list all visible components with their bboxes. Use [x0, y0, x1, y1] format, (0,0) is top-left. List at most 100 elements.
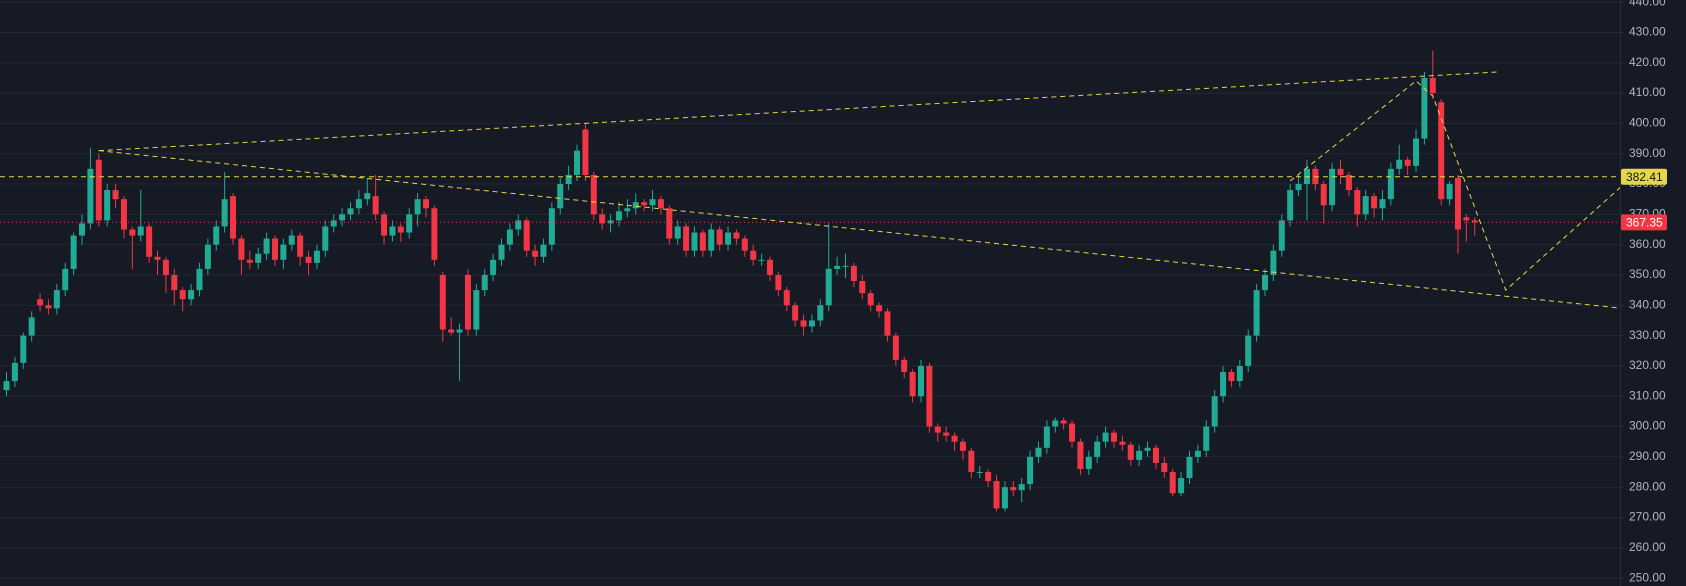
- candle-body: [179, 290, 186, 300]
- candle-body: [951, 435, 958, 442]
- candle-body: [1186, 456, 1193, 479]
- candle-body: [339, 214, 346, 221]
- candle-body: [171, 274, 178, 291]
- candle-body: [1027, 456, 1034, 485]
- candle-body: [330, 220, 337, 227]
- candle-body: [1421, 77, 1428, 139]
- price-axis: 250.00 260.00 270.00 280.00 290.00 300.00 310.…: [1620, 0, 1667, 584]
- candle-body: [1102, 432, 1109, 442]
- candle-body: [62, 268, 69, 291]
- candle-body: [238, 238, 245, 260]
- candle-body: [1144, 447, 1151, 451]
- candle-body: [599, 214, 606, 224]
- candle-body: [959, 441, 966, 451]
- candle-body: [246, 259, 253, 263]
- candle-body: [355, 199, 362, 209]
- candle-body: [221, 199, 228, 227]
- price-line-label-box: [1621, 168, 1667, 185]
- candle-body: [1438, 102, 1445, 200]
- candle-body: [490, 259, 497, 275]
- candle-body: [574, 150, 581, 175]
- candle-body: [867, 293, 874, 306]
- candle-body: [641, 202, 648, 206]
- candle-body: [691, 232, 698, 251]
- candle-body: [1463, 217, 1470, 221]
- candle-body: [909, 371, 916, 397]
- candle-body: [456, 329, 463, 333]
- candle-body: [1404, 159, 1411, 166]
- candle-body: [901, 359, 908, 372]
- candle-body: [1262, 274, 1268, 291]
- candle-body: [20, 335, 27, 363]
- candle-body: [498, 244, 505, 260]
- candle-body: [188, 290, 195, 300]
- candle-body: [1379, 199, 1386, 209]
- candle-body: [196, 268, 203, 291]
- candle-body: [750, 250, 757, 260]
- candle-body: [87, 168, 94, 224]
- candle-body: [884, 311, 891, 336]
- candle-body: [473, 290, 480, 330]
- candle-body: [548, 208, 555, 245]
- candle-body: [943, 432, 950, 436]
- candle-body: [993, 481, 1000, 509]
- candle-body: [112, 190, 119, 200]
- candle-body: [154, 256, 161, 260]
- candle-body: [1371, 196, 1378, 209]
- candle-body: [95, 159, 102, 221]
- candle-body: [716, 229, 723, 245]
- candle-body: [725, 232, 732, 245]
- candle-body: [79, 223, 86, 236]
- candle-body: [464, 274, 471, 330]
- candle-body: [1278, 220, 1285, 251]
- candle-body: [1152, 447, 1159, 463]
- candle-body: [1136, 450, 1143, 460]
- candle-body: [1085, 456, 1092, 469]
- candle-body: [53, 290, 60, 309]
- candle-body: [766, 259, 773, 275]
- candle-body: [582, 129, 589, 175]
- candle-body: [876, 305, 883, 312]
- candle-body: [649, 199, 656, 206]
- candle-body: [389, 226, 396, 236]
- candle-body: [381, 214, 388, 236]
- candle-body: [850, 265, 857, 282]
- candle-body: [397, 226, 404, 233]
- candle-body: [515, 220, 522, 230]
- candle-body: [1345, 174, 1352, 191]
- candle-body: [448, 329, 455, 333]
- price-line-label: 382.41: [1626, 170, 1663, 184]
- candle-body: [674, 226, 681, 239]
- candle-body: [120, 199, 127, 230]
- candle-body: [800, 320, 807, 327]
- candle-body: [976, 472, 983, 474]
- y-tick-label: 280.00: [1629, 479, 1666, 493]
- candle-body: [45, 305, 52, 309]
- candle-body: [372, 196, 379, 215]
- plot-area: [0, 50, 1620, 512]
- candle-body: [817, 305, 824, 321]
- candle-body: [280, 244, 287, 260]
- candle-body: [1354, 190, 1361, 215]
- candle-body: [532, 250, 539, 257]
- candle-body: [607, 220, 614, 224]
- candle-body: [758, 259, 765, 261]
- candle-body: [741, 238, 748, 251]
- y-tick-label: 400.00: [1629, 116, 1666, 130]
- y-tick-label: 250.00: [1629, 570, 1666, 584]
- trend-line: [98, 150, 1620, 309]
- candle-body: [733, 232, 740, 239]
- candle-body: [1387, 168, 1394, 200]
- candle-body: [1228, 371, 1235, 382]
- y-tick-label: 260.00: [1629, 540, 1666, 554]
- candle-body: [1413, 138, 1420, 166]
- y-tick-label: 290.00: [1629, 449, 1666, 463]
- candle-body: [1194, 450, 1201, 457]
- candle-body: [431, 208, 438, 260]
- y-tick-label: 340.00: [1629, 297, 1666, 311]
- y-tick-label: 310.00: [1629, 388, 1666, 402]
- candle-body: [1362, 196, 1369, 215]
- y-tick-label: 320.00: [1629, 358, 1666, 372]
- candle-body: [1446, 184, 1453, 200]
